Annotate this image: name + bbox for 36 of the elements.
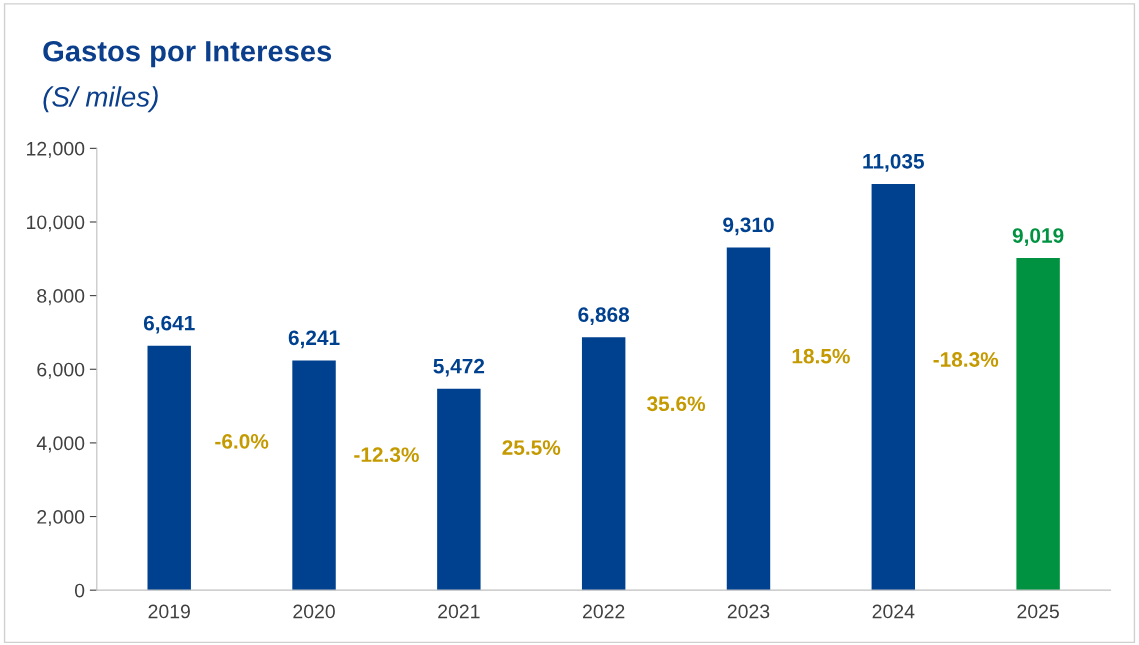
bar <box>581 337 626 591</box>
bar <box>292 360 336 591</box>
x-tick-label: 2025 <box>1017 604 1059 619</box>
x-tick-label: 2022 <box>583 604 625 619</box>
x-tick-label: 2024 <box>872 604 915 619</box>
x-tick-label: 2023 <box>727 604 770 619</box>
bar <box>437 388 481 591</box>
annotation: -18.3% <box>933 352 999 367</box>
y-tick-label: 6,000 <box>37 362 85 379</box>
annotation: 18.5% <box>792 348 850 364</box>
data-label: 6,641 <box>143 315 195 334</box>
bar <box>726 247 771 591</box>
x-tick-label: 2021 <box>438 604 480 619</box>
y-tick-label: 0 <box>74 583 85 598</box>
chart-subtitle: (S/ miles) <box>43 86 158 113</box>
bar <box>1016 258 1060 591</box>
data-label: 6,868 <box>578 307 630 326</box>
y-tick-label: 2,000 <box>37 510 85 527</box>
y-tick-label: 8,000 <box>37 289 85 306</box>
x-tick-label: 2020 <box>293 604 335 619</box>
annotation: 25.5% <box>502 440 561 455</box>
y-tick-label: 4,000 <box>36 436 85 453</box>
annotation: -6.0% <box>215 433 269 449</box>
data-label: 5,472 <box>433 358 485 377</box>
data-label: 9,019 <box>1012 228 1064 246</box>
annotation: -12.3% <box>354 447 419 463</box>
chart-title: Gastos por Intereses <box>43 40 332 68</box>
x-tick-label: 2019 <box>148 604 190 619</box>
data-label: 9,310 <box>723 217 774 236</box>
bar <box>147 345 191 591</box>
data-label: 6,241 <box>288 330 340 349</box>
y-tick-label: 10,000 <box>27 215 85 232</box>
annotation: 35.6% <box>647 396 706 412</box>
y-tick-label: 12,000 <box>27 141 85 158</box>
data-label: 11,035 <box>863 153 925 172</box>
bar <box>871 183 916 591</box>
